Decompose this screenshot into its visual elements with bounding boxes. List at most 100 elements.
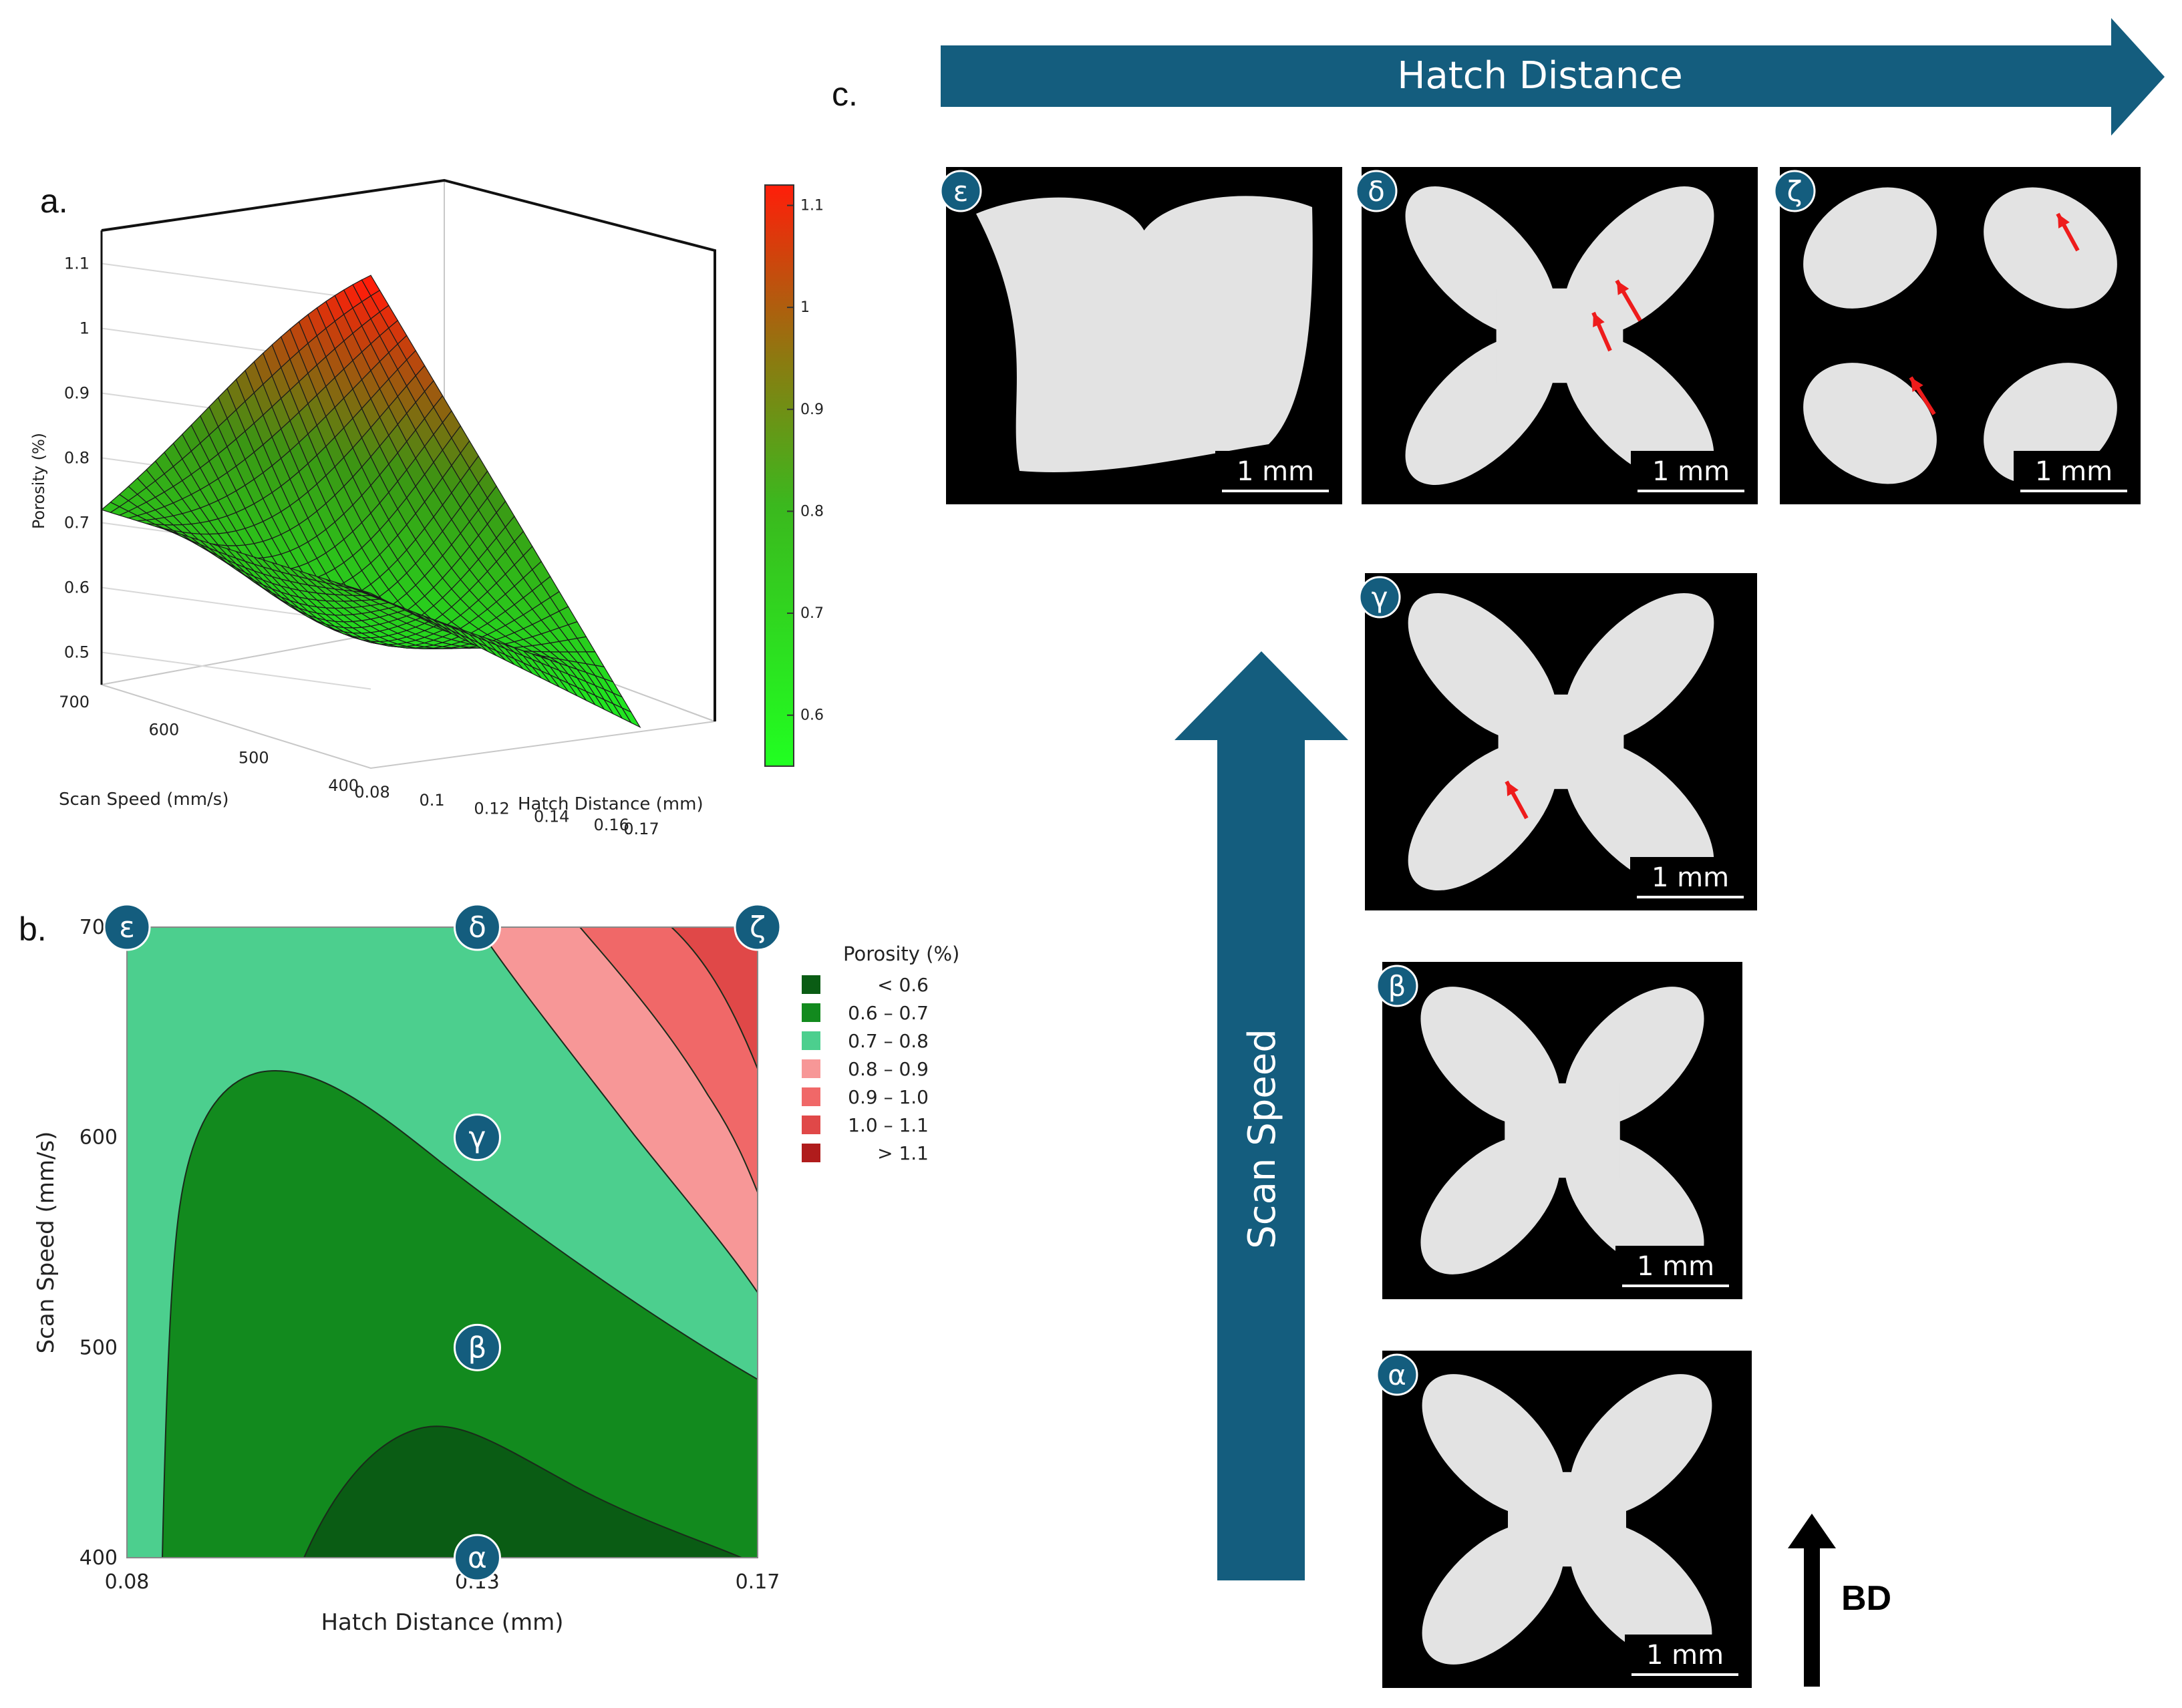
hatch-tick-label: 0.16 <box>594 816 629 834</box>
sample-marker-label: ε <box>119 910 135 945</box>
sample-marker <box>734 903 782 951</box>
scale-bar-label: 1 mm <box>2035 456 2113 487</box>
sample-marker-label: α <box>468 1541 487 1575</box>
specimen-lobe <box>1803 363 1937 484</box>
scan-tick-label: 600 <box>149 721 180 739</box>
z-tick-label: 0.5 <box>64 643 90 662</box>
sample-marker <box>103 903 151 951</box>
specimen-core <box>1508 1472 1626 1567</box>
legend-swatch <box>802 1144 820 1162</box>
colorbar-tick-label: 1.1 <box>800 198 824 214</box>
sample-markers: ε δ ζ γ β α <box>103 903 782 1582</box>
tile-badge-label: ζ <box>1787 175 1803 208</box>
panel-label-a: a. <box>40 182 68 220</box>
colorbar-tick-label: 0.9 <box>800 401 824 418</box>
sample-marker <box>453 1114 501 1162</box>
legend-label: < 0.6 <box>877 974 929 996</box>
scale-bar-bg <box>1631 451 1751 494</box>
z-tick-label: 0.8 <box>64 449 90 468</box>
specimen-core <box>1498 694 1624 790</box>
tile-badge <box>1355 170 1398 212</box>
gridline <box>101 651 371 690</box>
tile-badge-label: β <box>1388 970 1406 1003</box>
specimen-lobe <box>1984 187 2117 309</box>
colorbar <box>764 184 794 767</box>
contour-y-tick: 600 <box>80 1126 118 1150</box>
scale-bar-label: 1 mm <box>1646 1640 1724 1671</box>
hatch-tick-label: 0.12 <box>474 799 509 818</box>
z-tick-label: 1 <box>80 319 90 338</box>
scale-bar-bg <box>2014 451 2134 494</box>
scan-axis-label: Scan Speed (mm/s) <box>59 790 229 810</box>
specimen-core <box>1505 1083 1620 1178</box>
pore-arrow-head <box>1593 313 1605 327</box>
contour-legend: < 0.6 0.6 – 0.7 0.7 – 0.8 0.8 – 0.9 0.9 – 1.… <box>802 974 929 1164</box>
scale-bar-label: 1 mm <box>1237 456 1314 487</box>
panel-label-b: b. <box>19 910 47 948</box>
legend-label: 0.7 – 0.8 <box>848 1030 929 1052</box>
sample-marker-label: γ <box>468 1121 486 1155</box>
scan-speed-arrow <box>1175 651 1348 1580</box>
scan-speed-arrow-label: Scan Speed <box>1241 1029 1284 1249</box>
scale-bar-bg <box>1215 451 1336 494</box>
frame-top <box>101 178 716 721</box>
scale-bar-label: 1 mm <box>1652 456 1730 487</box>
legend-label: 0.8 – 0.9 <box>848 1058 929 1080</box>
contour-x-tick: 0.17 <box>736 1570 780 1594</box>
colorbar-tick-label: 0.8 <box>800 503 824 520</box>
panel-label-c: c. <box>832 75 858 113</box>
pore-arrow-head <box>1911 377 1923 392</box>
pore-arrow-head <box>2058 214 2070 228</box>
contour-frame <box>126 926 758 1558</box>
tile-badge <box>1376 1353 1418 1396</box>
legend-label: 0.6 – 0.7 <box>848 1002 929 1024</box>
tile-badge <box>1773 170 1816 212</box>
sample-marker-label: β <box>468 1331 486 1365</box>
specimen-cross-section <box>976 196 1313 472</box>
build-direction-label: BD <box>1841 1579 1891 1618</box>
colorbar-tick-label: 0.6 <box>800 707 824 724</box>
pore-arrow-head <box>1617 281 1629 295</box>
legend-swatch <box>802 1087 820 1106</box>
sample-marker <box>453 1323 501 1371</box>
contour-y-tick: 400 <box>80 1546 118 1570</box>
contour-x-tick: 0.08 <box>105 1570 150 1594</box>
contour-y-tick: 500 <box>80 1336 118 1359</box>
sample-marker-label: ζ <box>750 910 766 945</box>
legend-swatch <box>802 1116 820 1134</box>
hatch-tick-label: 0.17 <box>623 820 659 838</box>
specimen-lobe <box>1803 187 1937 309</box>
hatch-distance-arrow <box>941 18 2165 136</box>
micrograph-panel: Hatch Distance Scan Speed BD ε 1 mm δ 1 mm ζ… <box>939 18 2165 1688</box>
sample-marker <box>453 903 501 951</box>
z-tick-label: 1.1 <box>64 254 90 273</box>
specimen-cross-section <box>1422 1374 1712 1665</box>
hatch-tick-label: 0.08 <box>354 783 389 802</box>
tile-badge-label: α <box>1388 1359 1406 1391</box>
tile-badge-label: δ <box>1368 175 1385 208</box>
gridline <box>101 263 371 301</box>
scale-bar-bg <box>1615 1246 1736 1289</box>
scan-tick-label: 500 <box>239 748 269 767</box>
region-0.9-1.0 <box>579 927 758 1193</box>
tile-badge-label: γ <box>1372 581 1388 614</box>
region-lt-0.6 <box>303 1425 742 1558</box>
tile-badge <box>939 170 982 212</box>
hatch-distance-arrow-label: Hatch Distance <box>1397 54 1682 98</box>
colorbar-tick-label: 0.7 <box>800 605 824 622</box>
surface-facet <box>621 707 641 729</box>
legend-label: 1.0 – 1.1 <box>848 1114 929 1136</box>
colorbar-tick-label: 1 <box>800 299 810 316</box>
legend-title: Porosity (%) <box>843 943 959 965</box>
z-axis-label: Porosity (%) <box>29 433 48 529</box>
legend-label: 0.9 – 1.0 <box>848 1086 929 1108</box>
scale-bar-bg <box>1630 857 1750 900</box>
hatch-tick-label: 0.14 <box>534 808 569 826</box>
colorbar-ticks: 1.1 1 0.9 0.8 0.7 0.6 <box>787 198 824 724</box>
tile-badge <box>1358 576 1401 619</box>
legend-swatch <box>802 975 820 994</box>
